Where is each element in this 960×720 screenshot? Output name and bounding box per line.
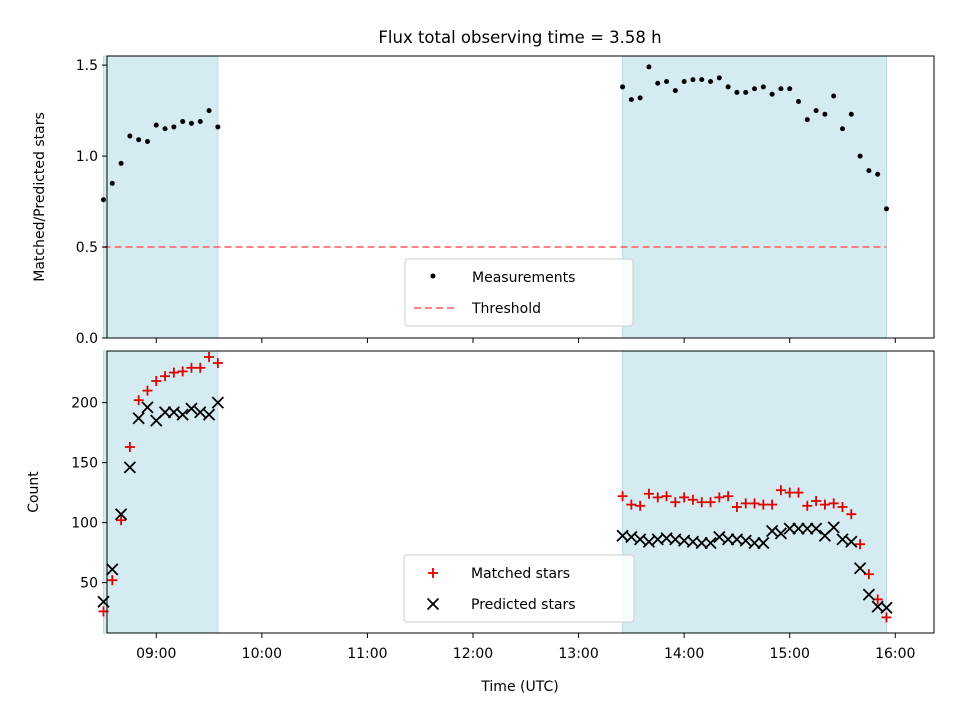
x-tick-label: 09:00 [136, 646, 176, 662]
measurement-point [849, 112, 854, 117]
measurement-point [884, 206, 889, 211]
measurement-point [866, 168, 871, 173]
measurement-point [180, 119, 185, 124]
measurement-point [761, 84, 766, 89]
top-y-axis-label: Matched/Predicted stars [32, 112, 48, 282]
chart-figure: Flux total observing time = 3.58 h 0.00.… [0, 0, 960, 720]
bottom-y-axis: 50 100 150 200 [71, 396, 107, 592]
measurement-point [110, 181, 115, 186]
measurement-point [831, 94, 836, 99]
measurement-point [770, 92, 775, 97]
y-tick-label: 0.0 [76, 331, 98, 347]
measurement-point [127, 134, 132, 139]
predicted-legend-label: Predicted stars [471, 597, 576, 613]
measurement-point [796, 99, 801, 104]
threshold-legend-label: Threshold [471, 301, 541, 317]
x-tick-label: 14:00 [664, 646, 704, 662]
measurement-point [119, 161, 124, 166]
chart-title: Flux total observing time = 3.58 h [378, 28, 661, 47]
y-tick-label: 100 [71, 516, 98, 532]
measurement-point [620, 84, 625, 89]
bottom-legend: Matched stars Predicted stars [404, 555, 634, 622]
x-tick-label: 15:00 [770, 646, 810, 662]
measurement-point [778, 86, 783, 91]
measurement-point [699, 77, 704, 82]
measurement-point [858, 154, 863, 159]
measurement-point [136, 137, 141, 142]
y-tick-label: 0.5 [76, 240, 98, 256]
x-tick-label: 13:00 [558, 646, 598, 662]
measurement-point [101, 197, 106, 202]
x-tick-label: 16:00 [875, 646, 915, 662]
measurements-legend-label: Measurements [472, 270, 575, 286]
y-tick-label: 1.5 [76, 58, 98, 74]
measurement-point [163, 126, 168, 131]
measurement-point [145, 139, 150, 144]
top-panel: 0.0 0.5 1.0 1.5 Matched/Predicted stars Mea… [32, 56, 934, 347]
measurement-point [717, 75, 722, 80]
measurement-point [655, 81, 660, 86]
measurement-point [743, 90, 748, 95]
x-tick-label: 10:00 [242, 646, 282, 662]
top-x-ticks [156, 338, 895, 343]
measurement-point [690, 77, 695, 82]
measurement-point [154, 123, 159, 128]
shaded-interval [623, 56, 887, 338]
measurement-point [198, 119, 203, 124]
measurement-point [629, 97, 634, 102]
measurement-point [734, 90, 739, 95]
top-y-axis: 0.0 0.5 1.0 1.5 [76, 58, 107, 347]
bottom-y-axis-label: Count [26, 471, 42, 513]
shaded-interval [103, 56, 217, 338]
measurement-point [726, 84, 731, 89]
measurement-point [215, 124, 220, 129]
measurement-point [875, 172, 880, 177]
measurement-point [189, 121, 194, 126]
matched-legend-label: Matched stars [471, 566, 570, 582]
y-tick-label: 1.0 [76, 149, 98, 165]
measurement-point [708, 79, 713, 84]
measurement-point [814, 108, 819, 113]
x-axis-label: Time (UTC) [480, 679, 558, 695]
measurement-point [840, 126, 845, 131]
x-tick-label: 11:00 [347, 646, 387, 662]
bottom-x-axis: 09:00 10:00 11:00 12:00 13:00 14:00 15:00 16:00 [136, 633, 915, 662]
bottom-panel: 50 100 150 200 09:00 10:00 11:00 12:00 13:00 14:… [26, 351, 934, 695]
measurement-point [787, 86, 792, 91]
measurement-point [171, 124, 176, 129]
measurement-point [752, 86, 757, 91]
shaded-interval [623, 351, 887, 633]
measurement-point [805, 117, 810, 122]
measurement-point [207, 108, 212, 113]
measurements-legend-marker [431, 274, 436, 279]
y-tick-label: 200 [71, 396, 98, 412]
measurement-point [682, 79, 687, 84]
measurement-point [638, 95, 643, 100]
measurement-point [646, 64, 651, 69]
y-tick-label: 150 [71, 456, 98, 472]
measurement-point [673, 88, 678, 93]
top-legend: Measurements Threshold [405, 259, 633, 326]
y-tick-label: 50 [80, 576, 98, 592]
x-tick-label: 12:00 [453, 646, 493, 662]
measurement-point [664, 79, 669, 84]
shaded-interval [103, 351, 217, 633]
measurement-point [822, 112, 827, 117]
